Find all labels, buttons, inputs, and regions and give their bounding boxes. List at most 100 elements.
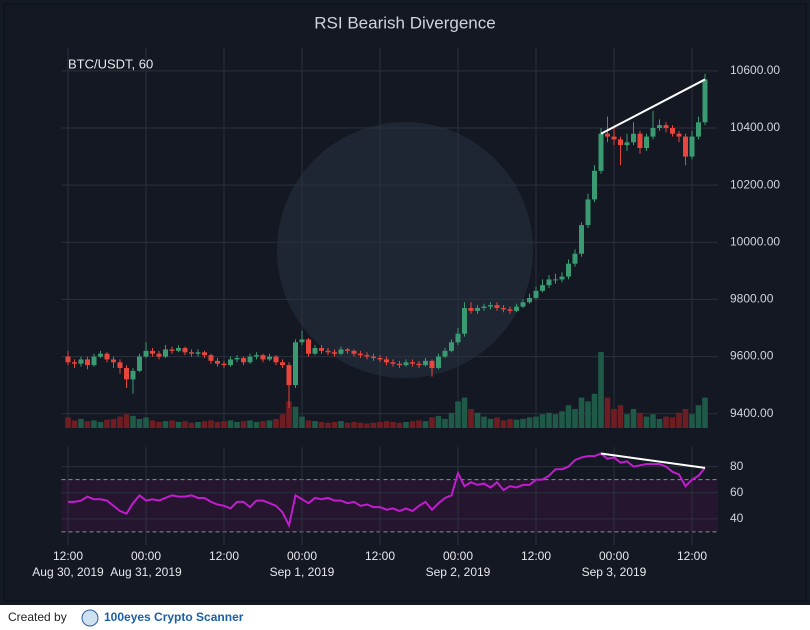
candle-body <box>221 363 227 366</box>
volume-bar <box>539 414 546 428</box>
volume-bar <box>695 405 702 428</box>
candle-body <box>150 350 155 354</box>
volume-bar <box>702 397 708 428</box>
candle-body <box>683 136 688 157</box>
volume-bar <box>663 416 669 428</box>
volume-bar <box>507 418 513 428</box>
candle-body <box>371 356 376 358</box>
x-tick-label: 12:00 <box>53 549 83 563</box>
candle-body <box>299 339 305 343</box>
candle-body <box>507 309 513 311</box>
candle-body <box>436 356 441 368</box>
candle-body <box>462 308 467 334</box>
candle-body <box>169 349 175 351</box>
volume-bar <box>689 414 695 428</box>
volume-bar <box>195 421 201 428</box>
candle-body <box>468 308 474 311</box>
rsi-line <box>68 452 706 529</box>
volume-bar <box>305 420 312 428</box>
volume-bar <box>325 422 331 428</box>
candle-body <box>605 133 610 137</box>
y-tick-label: 9800.00 <box>730 292 774 306</box>
candle-body <box>390 362 396 364</box>
candle-body <box>345 349 350 351</box>
volume-bar <box>429 417 435 428</box>
x-tick-label: 12:00 <box>209 549 239 563</box>
volume-bar <box>357 422 364 428</box>
volume-bar <box>84 421 91 428</box>
volume-bar <box>110 418 117 428</box>
candle-body <box>559 276 565 280</box>
candle-body <box>624 142 630 146</box>
candle-body <box>702 79 708 123</box>
candle-body <box>540 285 545 291</box>
candle-body <box>364 355 370 357</box>
candle-body <box>85 359 90 366</box>
created-by: Created by <box>8 610 67 624</box>
candle-body <box>520 302 526 307</box>
candle-body <box>637 133 643 148</box>
candle-body <box>403 362 409 366</box>
candle-body <box>657 125 662 128</box>
candle-body <box>267 356 272 360</box>
volume-bar <box>169 420 175 428</box>
candle-body <box>663 125 669 128</box>
volume-bar <box>617 405 624 428</box>
candle-body <box>442 350 448 357</box>
volume-bar <box>520 418 526 428</box>
volume-bar <box>143 417 149 428</box>
candle-body <box>228 359 233 366</box>
candle-body <box>130 370 136 380</box>
candle-body <box>312 348 318 354</box>
candle-body <box>319 348 324 351</box>
volume-bar <box>91 420 97 428</box>
divergence-line <box>600 78 706 135</box>
volume-bar <box>643 416 650 428</box>
volume-bar <box>461 397 468 428</box>
candle-body <box>598 133 604 171</box>
candle-body <box>241 358 246 363</box>
candle-body <box>592 170 597 200</box>
volume-bar <box>481 416 487 428</box>
brand-link[interactable]: 100eyes Crypto Scanner <box>104 610 244 624</box>
volume-bar <box>552 414 559 428</box>
volume-bar <box>591 393 598 428</box>
volume-bar <box>136 418 143 428</box>
volume-bar <box>247 420 253 428</box>
volume-bar <box>611 409 617 428</box>
volume-bar <box>682 409 689 428</box>
candle-body <box>351 350 357 354</box>
volume-bar <box>578 397 585 428</box>
volume-bar <box>104 419 110 428</box>
volume-bar <box>344 422 351 428</box>
candle-body <box>455 333 461 343</box>
candle-body <box>156 353 162 357</box>
volume-bar <box>585 401 591 428</box>
x-tick-label: 00:00 <box>443 549 473 563</box>
candle-body <box>670 128 675 134</box>
volume-bar <box>416 420 422 428</box>
candle-body <box>429 360 435 368</box>
volume-bar <box>533 416 539 428</box>
candle-body <box>618 139 623 146</box>
x-tick-label: 12:00 <box>677 549 707 563</box>
volume-bar <box>565 405 572 428</box>
volume-bar <box>273 418 279 428</box>
candle-body <box>533 290 539 298</box>
volume-bar <box>403 421 409 428</box>
candle-body <box>254 355 259 357</box>
volume-bar <box>182 421 188 428</box>
candle-body <box>208 355 214 361</box>
volume-bar <box>650 414 656 428</box>
candle-body <box>358 353 363 356</box>
volume-bar <box>409 421 416 428</box>
volume-bar <box>175 421 182 428</box>
volume-bar <box>260 421 266 428</box>
candle-body <box>273 356 279 363</box>
candle-body <box>91 356 97 366</box>
volume-bar <box>448 412 455 428</box>
candle-body <box>111 359 116 363</box>
x-tick-label: 12:00 <box>365 549 395 563</box>
volume-bar <box>442 418 448 428</box>
